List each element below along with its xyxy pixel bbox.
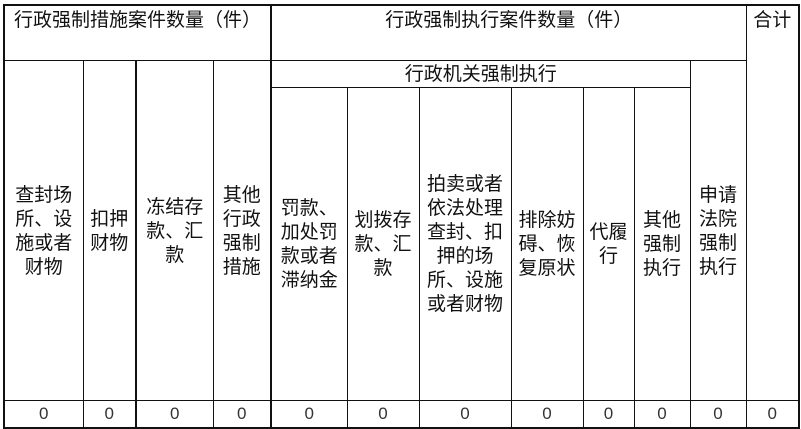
admin-enforcement-header: 行政机关强制执行 [270, 60, 691, 88]
measure-col-seize: 扣押财物 [82, 60, 137, 401]
value-cell: 0 [135, 400, 214, 429]
admin-col-substitute: 代履行 [582, 87, 635, 401]
admin-col-auction: 拍卖或者依法处理查封、扣押的场所、设施或者财物 [418, 87, 512, 401]
value-cell: 0 [270, 400, 348, 429]
value-cell: 0 [418, 400, 512, 429]
value-cell: 0 [82, 400, 137, 429]
admin-col-fines: 罚款、加处罚款或者滞纳金 [270, 87, 348, 401]
enforcement-group-header: 行政强制执行案件数量（件） [270, 4, 747, 61]
value-cell: 0 [346, 400, 420, 429]
measure-col-seal: 查封场所、设施或者财物 [3, 60, 84, 401]
value-cell: 0 [510, 400, 584, 429]
measure-col-other: 其他行政强制措施 [212, 60, 272, 401]
value-cell: 0 [745, 400, 800, 429]
value-cell: 0 [3, 400, 84, 429]
measures-group-header: 行政强制措施案件数量（件） [3, 4, 272, 61]
measure-col-freeze: 冻结存款、汇款 [135, 60, 214, 401]
admin-col-transfer: 划拨存款、汇款 [346, 87, 420, 401]
value-cell: 0 [689, 400, 747, 429]
admin-col-remove-obstruction: 排除妨碍、恢复原状 [510, 87, 584, 401]
value-cell: 0 [212, 400, 272, 429]
total-header: 合计 [745, 4, 800, 401]
court-enforcement-header: 申请法院强制执行 [689, 60, 747, 401]
enforcement-statistics-table: 行政强制措施案件数量（件） 行政强制执行案件数量（件） 合计 查封场所、设施或者… [3, 4, 800, 429]
value-cell: 0 [582, 400, 635, 429]
admin-col-other: 其他强制执行 [633, 87, 691, 401]
value-cell: 0 [633, 400, 691, 429]
